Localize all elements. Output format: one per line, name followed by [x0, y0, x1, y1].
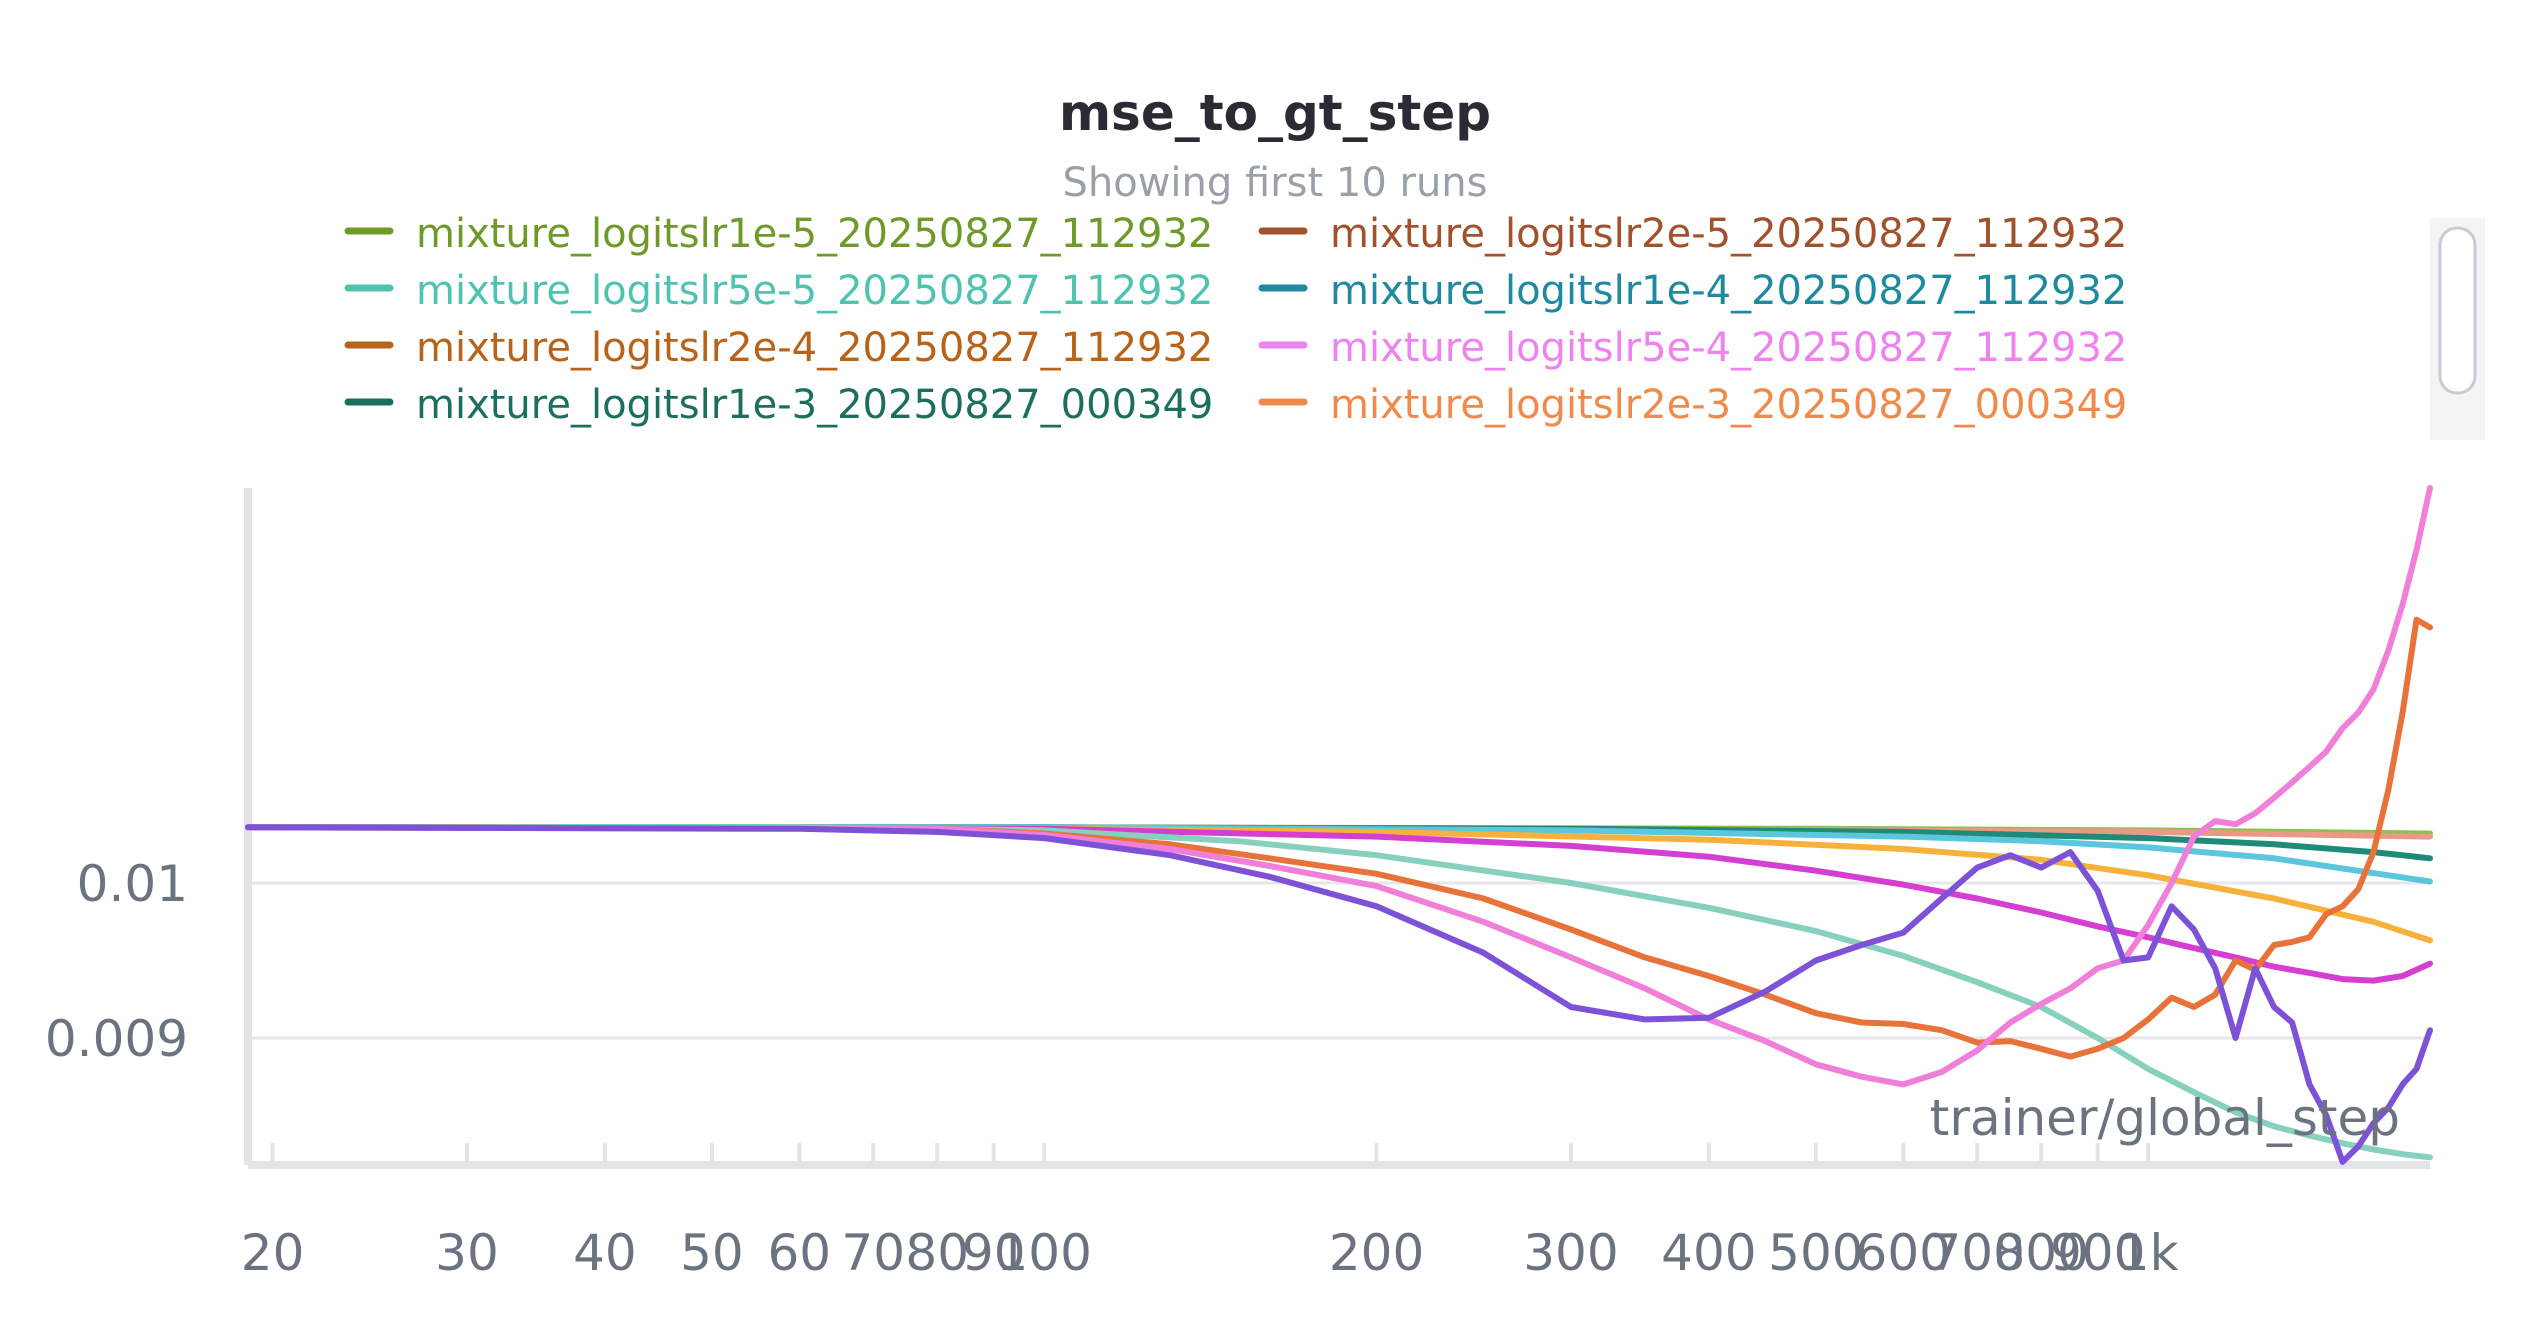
y-tick-label: 0.01	[77, 855, 188, 913]
x-tick-label: 60	[768, 1224, 832, 1282]
chart-subtitle: Showing first 10 runs	[1063, 160, 1488, 206]
x-tick-label: 400	[1661, 1224, 1756, 1282]
legend-item[interactable]: mixture_logitslr1e-5_20250827_112932	[344, 211, 1213, 257]
legend-label: mixture_logitslr5e-4_20250827_112932	[1330, 325, 2127, 371]
legend-item[interactable]: mixture_logitslr5e-4_20250827_112932	[1258, 325, 2127, 371]
x-tick-label: 90	[962, 1224, 1026, 1282]
legend-label: mixture_logitslr2e-3_20250827_000349	[1330, 382, 2127, 428]
x-tick-label: 500	[1768, 1224, 1863, 1282]
x-tick-label: 200	[1329, 1224, 1424, 1282]
legend-label: mixture_logitslr5e-5_20250827_112932	[416, 268, 1213, 314]
x-tick-label: 300	[1523, 1224, 1618, 1282]
x-tick-label: 80	[905, 1224, 969, 1282]
legend-item[interactable]: mixture_logitslr1e-4_20250827_112932	[1258, 268, 2127, 314]
x-tick-label: 800	[1993, 1224, 2088, 1282]
legend-label: mixture_logitslr2e-5_20250827_112932	[1330, 211, 2127, 257]
x-tick-label: 900	[2050, 1224, 2145, 1282]
legend-item[interactable]: mixture_logitslr2e-4_20250827_112932	[344, 325, 1213, 371]
legend-label: mixture_logitslr1e-3_20250827_000349	[416, 382, 1213, 428]
x-tick-label: 600	[1856, 1224, 1951, 1282]
x-tick-label: 1k	[2118, 1224, 2179, 1282]
legend-item[interactable]: mixture_logitslr1e-3_20250827_000349	[344, 382, 1213, 428]
legend-label: mixture_logitslr1e-4_20250827_112932	[1330, 268, 2127, 314]
x-tick-label: 30	[435, 1224, 499, 1282]
legend-label: mixture_logitslr2e-4_20250827_112932	[416, 325, 1213, 371]
x-tick-label: 100	[997, 1224, 1092, 1282]
legend-scrollbar[interactable]	[2430, 218, 2485, 440]
series-line[interactable]	[245, 616, 2433, 1060]
x-tick-label: 50	[680, 1224, 744, 1282]
x-tick-label: 700	[1929, 1224, 2024, 1282]
x-tick-label: 20	[241, 1224, 305, 1282]
x-tick-label: 70	[841, 1224, 905, 1282]
y-tick-label: 0.009	[45, 1010, 188, 1068]
series-line[interactable]	[245, 824, 2433, 984]
grid-lines	[248, 881, 2430, 1040]
series-line[interactable]	[245, 485, 2433, 1088]
x-axis-label: trainer/global_step	[1930, 1089, 2400, 1147]
legend-item[interactable]: mixture_logitslr2e-3_20250827_000349	[1258, 382, 2127, 428]
chart-title: mse_to_gt_step	[1059, 84, 1491, 142]
legend-item[interactable]: mixture_logitslr2e-5_20250827_112932	[1258, 211, 2127, 257]
series-line[interactable]	[245, 824, 2433, 1165]
legend-item[interactable]: mixture_logitslr5e-5_20250827_112932	[344, 268, 1213, 314]
x-tick-label: 40	[573, 1224, 637, 1282]
series-lines	[245, 485, 2433, 1165]
legend-label: mixture_logitslr1e-5_20250827_112932	[416, 211, 1213, 257]
